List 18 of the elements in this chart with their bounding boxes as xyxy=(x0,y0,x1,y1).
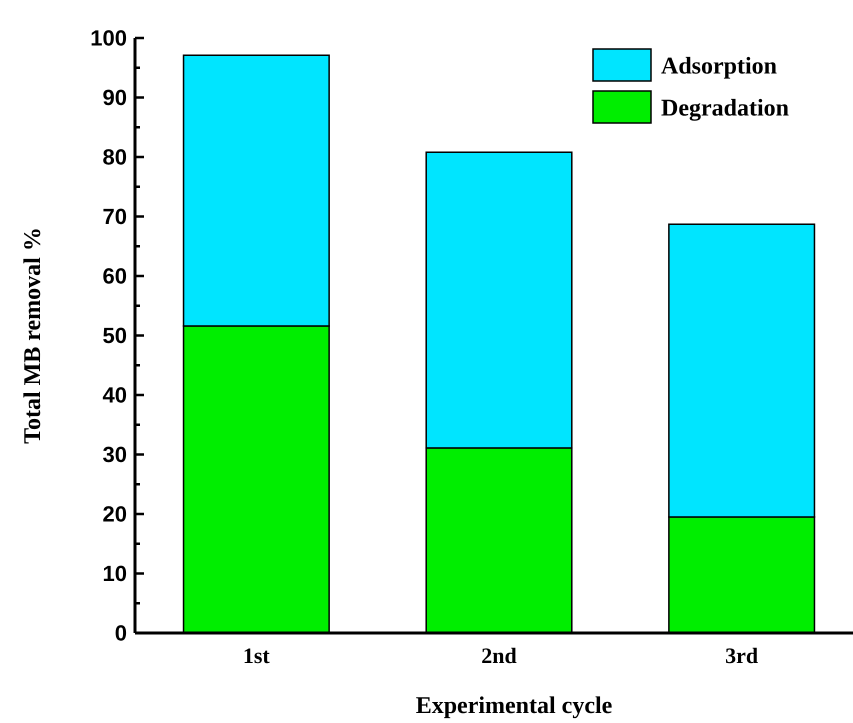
y-tick-label: 90 xyxy=(102,85,127,110)
x-tick-label: 2nd xyxy=(481,643,517,668)
y-axis-title: Total MB removal % xyxy=(20,227,46,444)
y-tick-label: 50 xyxy=(102,323,127,348)
y-tick-label: 40 xyxy=(102,382,127,408)
y-tick-label: 60 xyxy=(102,264,127,289)
y-tick-label: 0 xyxy=(114,620,127,646)
legend-label: Adsorption xyxy=(661,53,778,80)
x-tick-label: 1st xyxy=(242,643,270,668)
y-tick-label: 80 xyxy=(102,144,127,170)
legend-label: Degradation xyxy=(661,95,789,122)
x-axis-title: Experimental cycle xyxy=(416,693,613,719)
y-tick-label: 20 xyxy=(102,502,127,527)
y-tick-label: 70 xyxy=(102,204,127,230)
y-tick-label: 30 xyxy=(102,442,127,468)
x-tick-label: 3rd xyxy=(725,643,758,668)
y-tick-label: 10 xyxy=(102,561,127,586)
y-tick-label: 100 xyxy=(90,26,127,51)
